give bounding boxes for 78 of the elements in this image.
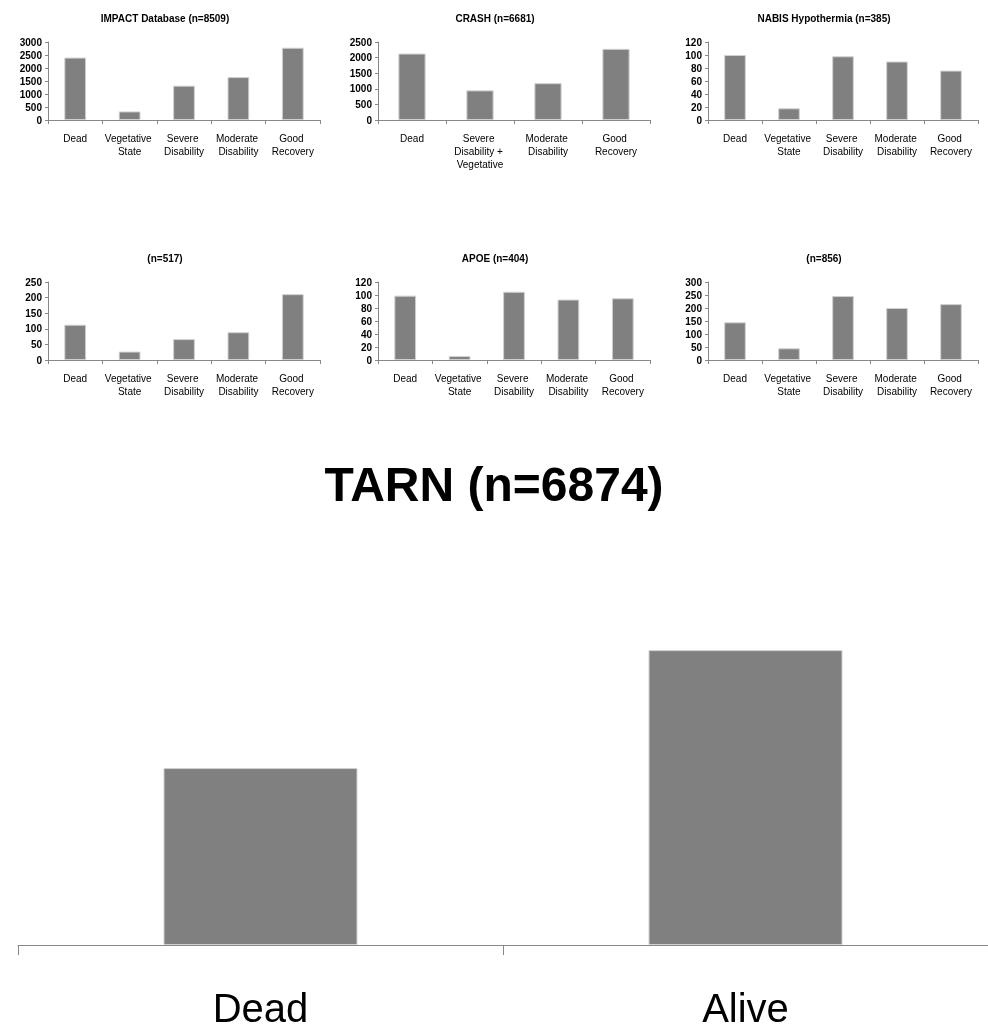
- y-tick-label: 60: [360, 315, 373, 327]
- x-tick-label: Moderate Disability: [215, 373, 261, 397]
- y-tick-label: 3000: [19, 36, 43, 48]
- x-tick-label: Good Recovery: [271, 373, 314, 397]
- y-tick-label: 300: [685, 276, 703, 288]
- y-tick-label: 0: [696, 354, 703, 366]
- y-tick-label: 100: [355, 289, 373, 301]
- x-tick-label: Dead: [212, 986, 309, 1030]
- y-tick-label: 1000: [19, 88, 43, 100]
- chart-title: CRASH (n=6681): [455, 12, 535, 24]
- chart-title: (n=856): [806, 252, 842, 264]
- x-tick-label: Severe Disability: [163, 373, 205, 397]
- y-tick-label: 40: [690, 88, 703, 100]
- x-tick-label: Severe Disability: [493, 373, 535, 397]
- y-tick-label: 20: [360, 341, 373, 353]
- x-tick-label: Dead: [393, 373, 418, 384]
- y-tick-label: 0: [696, 114, 703, 126]
- x-tick-label: Dead: [63, 133, 88, 144]
- x-tick-label: Good Recovery: [271, 133, 314, 157]
- x-tick-label: Severe Disability: [163, 133, 205, 157]
- x-tick-label: Dead: [63, 373, 88, 384]
- x-tick-label: Good Recovery: [929, 133, 973, 157]
- chart-title: NABIS Hypothermia (n=385): [757, 12, 891, 24]
- y-tick-label: 0: [366, 354, 373, 366]
- chart-title: APOE (n=404): [461, 252, 529, 264]
- y-tick-label: 2500: [19, 49, 43, 61]
- y-tick-label: 200: [25, 292, 43, 304]
- y-tick-label: 120: [355, 276, 373, 288]
- x-tick-label: Good Recovery: [929, 373, 973, 397]
- y-tick-label: 0: [36, 354, 43, 366]
- x-tick-label: Moderate Disability: [545, 373, 591, 397]
- y-tick-label: 40: [360, 328, 373, 340]
- y-tick-label: 500: [25, 101, 43, 113]
- y-tick-label: 0: [36, 114, 43, 126]
- y-tick-label: 100: [685, 49, 703, 61]
- x-tick-label: Dead: [400, 133, 424, 144]
- y-tick-label: 100: [25, 323, 43, 335]
- y-tick-label: 1500: [19, 75, 43, 87]
- y-tick-label: 2000: [349, 52, 373, 64]
- y-tick-label: 150: [25, 307, 43, 319]
- chart-title: IMPACT Database (n=8509): [100, 12, 230, 24]
- y-tick-label: 500: [355, 98, 373, 110]
- chart-title: TARN (n=6874): [324, 457, 664, 511]
- y-tick-label: 250: [25, 276, 43, 288]
- x-tick-label: Vegetative State: [764, 373, 814, 397]
- y-tick-label: 2500: [349, 36, 373, 48]
- x-tick-label: Dead: [723, 373, 747, 384]
- y-tick-label: 0: [366, 114, 373, 126]
- y-tick-label: 1000: [349, 83, 373, 95]
- y-tick-label: 50: [30, 338, 43, 350]
- x-tick-label: Vegetative State: [434, 373, 485, 397]
- x-tick-label: Good Recovery: [594, 133, 638, 157]
- x-tick-label: Vegetative State: [104, 133, 155, 157]
- y-tick-label: 80: [690, 62, 703, 74]
- y-tick-label: 200: [685, 302, 703, 314]
- x-tick-label: Good Recovery: [601, 373, 644, 397]
- x-tick-label: Vegetative State: [764, 133, 814, 157]
- x-tick-label: Vegetative State: [104, 373, 155, 397]
- y-tick-label: 120: [685, 36, 703, 48]
- y-tick-label: 1500: [349, 67, 373, 79]
- y-tick-label: 80: [360, 302, 373, 314]
- x-tick-label: Moderate Disability: [525, 133, 571, 157]
- y-tick-label: 20: [690, 101, 703, 113]
- x-tick-label: Moderate Disability: [874, 133, 920, 157]
- x-tick-label: Moderate Disability: [215, 133, 261, 157]
- x-tick-label: Dead: [723, 133, 747, 144]
- y-tick-label: 60: [690, 75, 703, 87]
- x-tick-label: Severe Disability + Vegetative: [454, 133, 506, 170]
- y-tick-label: 250: [685, 289, 703, 301]
- y-tick-label: 2000: [19, 62, 43, 74]
- y-tick-label: 150: [685, 315, 703, 327]
- x-tick-label: Severe Disability: [822, 133, 864, 157]
- x-tick-label: Moderate Disability: [874, 373, 920, 397]
- x-tick-label: Severe Disability: [822, 373, 864, 397]
- x-tick-label: Alive: [702, 986, 789, 1030]
- chart-title: (n=517): [147, 252, 183, 264]
- y-tick-label: 100: [685, 328, 703, 340]
- y-tick-label: 50: [690, 341, 703, 353]
